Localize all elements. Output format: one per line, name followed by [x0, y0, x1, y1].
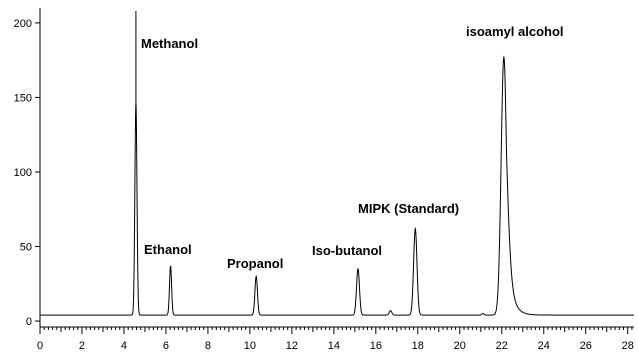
x-tick-label: 18 — [412, 340, 424, 352]
peak-label: Iso-butanol — [312, 243, 382, 258]
y-tick-label: 200 — [14, 18, 32, 30]
x-tick-label: 0 — [37, 340, 43, 352]
x-tick-label: 2 — [79, 340, 85, 352]
peak-label: MIPK (Standard) — [358, 201, 459, 216]
axes — [39, 8, 634, 328]
tick-marks — [35, 22, 633, 334]
y-tick-label: 50 — [20, 242, 32, 254]
y-tick-label: 0 — [26, 316, 32, 328]
y-tick-label: 150 — [14, 92, 32, 104]
x-tick-label: 12 — [286, 340, 298, 352]
x-tick-label: 8 — [205, 340, 211, 352]
peak-label: Ethanol — [144, 242, 192, 257]
x-tick-label: 20 — [454, 340, 466, 352]
x-tick-label: 4 — [121, 340, 127, 352]
peak-label: isoamyl alcohol — [466, 24, 564, 39]
x-tick-label: 24 — [538, 340, 550, 352]
chromatogram-trace — [40, 10, 634, 316]
x-tick-label: 14 — [328, 340, 340, 352]
x-tick-label: 6 — [163, 340, 169, 352]
x-tick-label: 10 — [244, 340, 256, 352]
peak-labels: Methanol Ethanol Propanol Iso-butanol MIPK (… — [141, 24, 564, 271]
x-tick-label: 28 — [622, 340, 634, 352]
peak-label: Propanol — [227, 256, 283, 271]
x-tick-label: 16 — [370, 340, 382, 352]
y-tick-label: 100 — [14, 167, 32, 179]
x-tick-label: 26 — [580, 340, 592, 352]
peak-label: Methanol — [141, 36, 198, 51]
x-tick-label: 22 — [496, 340, 508, 352]
